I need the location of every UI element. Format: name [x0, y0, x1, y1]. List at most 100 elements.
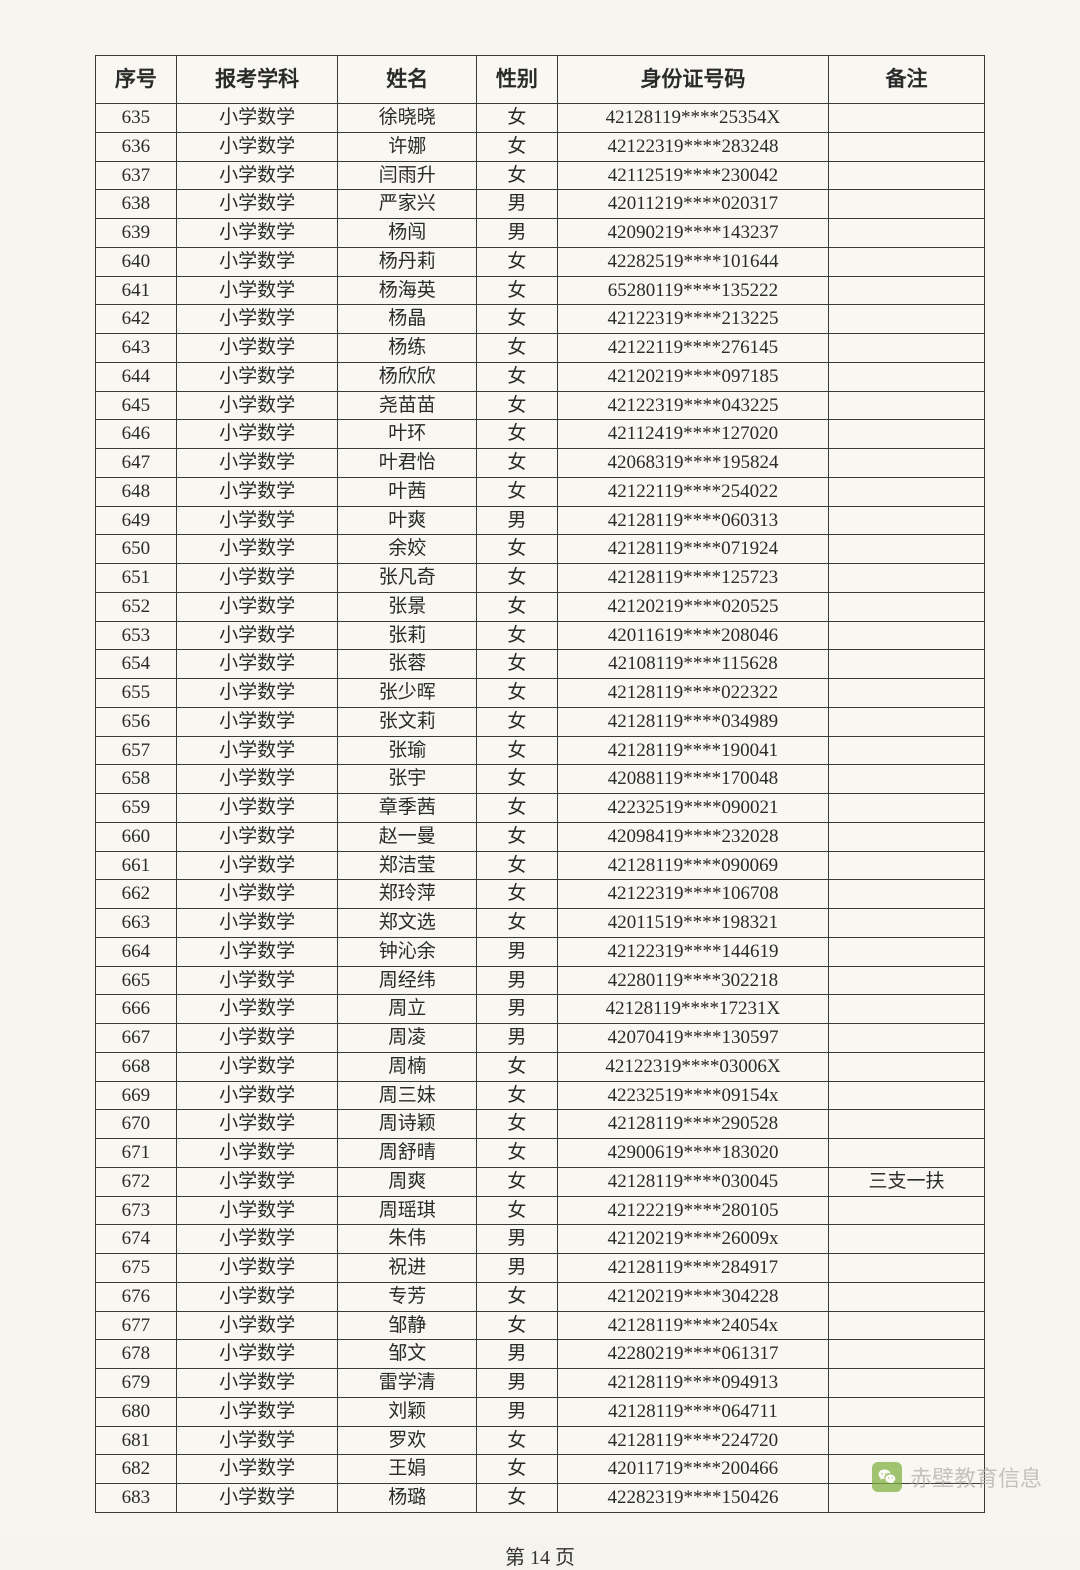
cell-name: 闫雨升 — [338, 161, 477, 190]
cell-subject: 小学数学 — [176, 477, 338, 506]
table-row: 661小学数学郑洁莹女42128119****090069 — [96, 851, 985, 880]
cell-seq: 652 — [96, 592, 177, 621]
cell-subject: 小学数学 — [176, 535, 338, 564]
cell-remark — [829, 1340, 985, 1369]
cell-name: 叶环 — [338, 420, 477, 449]
cell-remark — [829, 219, 985, 248]
table-row: 643小学数学杨练女42122119****276145 — [96, 334, 985, 363]
cell-remark — [829, 1139, 985, 1168]
cell-id: 42122319****144619 — [557, 937, 828, 966]
cell-remark — [829, 1225, 985, 1254]
cell-gender: 男 — [476, 1369, 557, 1398]
cell-gender: 女 — [476, 362, 557, 391]
cell-gender: 女 — [476, 650, 557, 679]
cell-name: 杨欣欣 — [338, 362, 477, 391]
cell-seq: 663 — [96, 909, 177, 938]
cell-seq: 642 — [96, 305, 177, 334]
cell-subject: 小学数学 — [176, 736, 338, 765]
cell-subject: 小学数学 — [176, 679, 338, 708]
cell-subject: 小学数学 — [176, 1340, 338, 1369]
cell-subject: 小学数学 — [176, 449, 338, 478]
cell-seq: 646 — [96, 420, 177, 449]
cell-id: 42112519****230042 — [557, 161, 828, 190]
cell-remark — [829, 420, 985, 449]
cell-id: 42128119****034989 — [557, 707, 828, 736]
cell-gender: 女 — [476, 449, 557, 478]
cell-seq: 639 — [96, 219, 177, 248]
table-row: 658小学数学张宇女42088119****170048 — [96, 765, 985, 794]
table-row: 640小学数学杨丹莉女42282519****101644 — [96, 247, 985, 276]
cell-id: 42068319****195824 — [557, 449, 828, 478]
cell-gender: 女 — [476, 707, 557, 736]
cell-remark — [829, 305, 985, 334]
cell-name: 张文莉 — [338, 707, 477, 736]
cell-name: 周经纬 — [338, 966, 477, 995]
cell-subject: 小学数学 — [176, 1052, 338, 1081]
table-row: 652小学数学张景女42120219****020525 — [96, 592, 985, 621]
cell-seq: 667 — [96, 1024, 177, 1053]
header-subject: 报考学科 — [176, 56, 338, 104]
cell-remark — [829, 880, 985, 909]
cell-gender: 女 — [476, 391, 557, 420]
cell-subject: 小学数学 — [176, 1455, 338, 1484]
cell-name: 杨练 — [338, 334, 477, 363]
cell-remark — [829, 535, 985, 564]
table-row: 659小学数学章季茜女42232519****090021 — [96, 794, 985, 823]
cell-subject: 小学数学 — [176, 1196, 338, 1225]
table-row: 676小学数学专芳女42120219****304228 — [96, 1282, 985, 1311]
cell-id: 42120219****020525 — [557, 592, 828, 621]
cell-gender: 女 — [476, 592, 557, 621]
page-footer: 第 14 页 — [95, 1541, 985, 1570]
table-row: 669小学数学周三妹女42232519****09154x — [96, 1081, 985, 1110]
table-row: 645小学数学尧苗苗女42122319****043225 — [96, 391, 985, 420]
cell-gender: 男 — [476, 506, 557, 535]
cell-remark — [829, 161, 985, 190]
cell-name: 章季茜 — [338, 794, 477, 823]
cell-gender: 女 — [476, 1110, 557, 1139]
cell-gender: 女 — [476, 132, 557, 161]
table-row: 678小学数学邹文男42280219****061317 — [96, 1340, 985, 1369]
cell-subject: 小学数学 — [176, 621, 338, 650]
table-row: 682小学数学王娟女42011719****200466 — [96, 1455, 985, 1484]
cell-name: 叶茜 — [338, 477, 477, 506]
cell-name: 尧苗苗 — [338, 391, 477, 420]
cell-id: 42128119****090069 — [557, 851, 828, 880]
table-row: 644小学数学杨欣欣女42120219****097185 — [96, 362, 985, 391]
table-row: 668小学数学周楠女42122319****03006X — [96, 1052, 985, 1081]
cell-remark: 三支一扶 — [829, 1167, 985, 1196]
cell-gender: 女 — [476, 564, 557, 593]
cell-name: 钟沁余 — [338, 937, 477, 966]
cell-subject: 小学数学 — [176, 161, 338, 190]
table-row: 654小学数学张蓉女42108119****115628 — [96, 650, 985, 679]
cell-name: 邹文 — [338, 1340, 477, 1369]
table-row: 651小学数学张凡奇女42128119****125723 — [96, 564, 985, 593]
cell-subject: 小学数学 — [176, 219, 338, 248]
table-row: 638小学数学严家兴男42011219****020317 — [96, 190, 985, 219]
cell-name: 张莉 — [338, 621, 477, 650]
cell-name: 叶君怡 — [338, 449, 477, 478]
cell-remark — [829, 276, 985, 305]
cell-id: 42011719****200466 — [557, 1455, 828, 1484]
table-row: 657小学数学张瑜女42128119****190041 — [96, 736, 985, 765]
cell-name: 叶爽 — [338, 506, 477, 535]
cell-seq: 648 — [96, 477, 177, 506]
cell-name: 周凌 — [338, 1024, 477, 1053]
table-row: 675小学数学祝进男42128119****284917 — [96, 1254, 985, 1283]
cell-gender: 女 — [476, 1052, 557, 1081]
cell-id: 42122319****043225 — [557, 391, 828, 420]
cell-id: 42128119****290528 — [557, 1110, 828, 1139]
table-row: 672小学数学周爽女42128119****030045三支一扶 — [96, 1167, 985, 1196]
cell-seq: 654 — [96, 650, 177, 679]
cell-name: 朱伟 — [338, 1225, 477, 1254]
cell-remark — [829, 707, 985, 736]
table-row: 641小学数学杨海英女65280119****135222 — [96, 276, 985, 305]
cell-seq: 643 — [96, 334, 177, 363]
cell-gender: 女 — [476, 535, 557, 564]
cell-seq: 636 — [96, 132, 177, 161]
table-row: 649小学数学叶爽男42128119****060313 — [96, 506, 985, 535]
cell-seq: 662 — [96, 880, 177, 909]
cell-id: 42128119****224720 — [557, 1426, 828, 1455]
cell-gender: 女 — [476, 822, 557, 851]
cell-gender: 男 — [476, 1397, 557, 1426]
cell-subject: 小学数学 — [176, 1254, 338, 1283]
